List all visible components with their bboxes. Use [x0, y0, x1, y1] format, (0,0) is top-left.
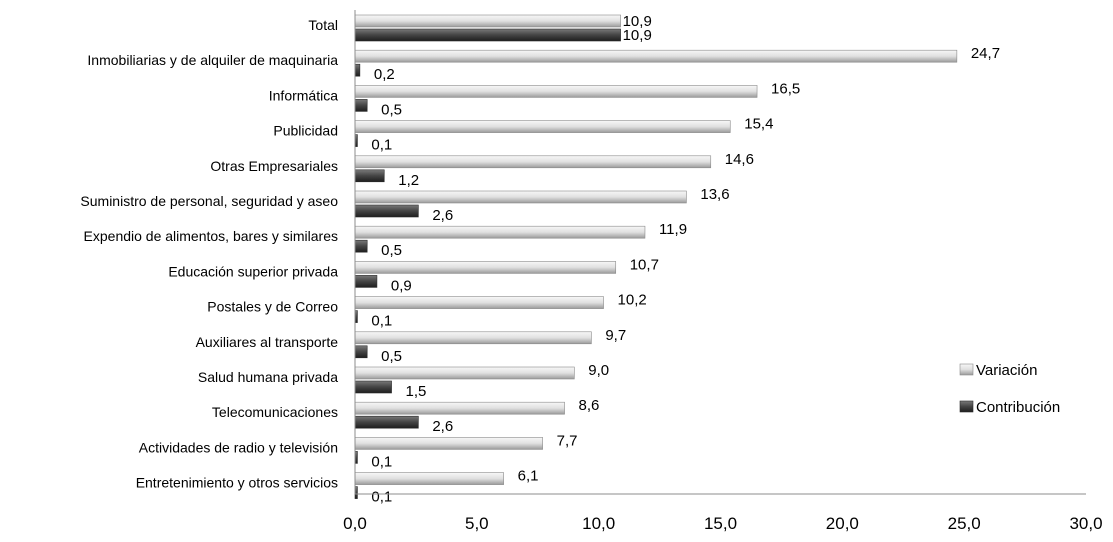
legend: Variación Contribución	[959, 362, 1060, 416]
x-tick-label-0: 0,0	[343, 514, 367, 533]
data-label-contribucion-2: 0,5	[381, 101, 402, 118]
category-label-3: Publicidad	[273, 123, 338, 139]
bar-contribucion-9	[354, 345, 368, 359]
bar-variacion-8	[354, 296, 604, 309]
bar-variacion-5	[354, 190, 687, 204]
category-label-4: Otras Empresariales	[210, 158, 338, 174]
data-label-contribucion-8: 0,1	[371, 313, 392, 330]
data-label-contribucion-5: 2,6	[432, 207, 453, 224]
bar-contribucion-2	[354, 99, 368, 112]
x-tick-label-3: 15,0	[704, 514, 737, 533]
data-label-contribucion-0: 10,9	[623, 27, 652, 44]
bar-contribucion-1	[354, 63, 361, 77]
data-label-contribucion-10: 1,5	[406, 383, 427, 400]
x-tick-label-5: 25,0	[948, 514, 981, 533]
data-label-variacion-9: 9,7	[605, 327, 626, 344]
bar-variacion-0	[354, 14, 621, 28]
category-label-9: Auxiliares al transporte	[196, 334, 339, 350]
bar-variacion-9	[354, 331, 592, 345]
data-label-variacion-11: 8,6	[579, 397, 600, 414]
category-label-2: Informática	[269, 87, 338, 103]
data-label-variacion-0: 10,9	[623, 13, 652, 30]
data-label-variacion-10: 9,0	[588, 362, 609, 379]
category-label-12: Actividades de radio y televisión	[139, 439, 338, 455]
data-label-contribucion-12: 0,1	[371, 453, 392, 470]
data-label-contribucion-9: 0,5	[381, 348, 402, 365]
bar-contribucion-10	[354, 380, 392, 394]
bar-variacion-1	[354, 49, 958, 63]
category-label-10: Salud humana privada	[198, 369, 338, 385]
x-tick-label-4: 20,0	[826, 514, 859, 533]
category-label-1: Inmobiliarias y de alquiler de maquinari…	[87, 52, 338, 68]
bar-contribucion-6	[354, 239, 368, 253]
category-label-13: Entretenimiento y otros servicios	[136, 475, 338, 491]
bar-contribucion-5	[354, 204, 419, 218]
bar-contribucion-11	[354, 415, 419, 429]
category-label-11: Telecomunicaciones	[212, 404, 338, 420]
data-label-variacion-13: 6,1	[518, 468, 539, 485]
data-label-variacion-6: 11,9	[659, 221, 687, 238]
data-label-contribucion-7: 0,9	[391, 277, 412, 294]
x-tick-label-2: 10,0	[582, 514, 615, 533]
data-label-variacion-3: 15,4	[744, 116, 773, 133]
category-label-0: Total	[308, 17, 338, 33]
data-label-contribucion-11: 2,6	[432, 418, 453, 435]
bar-variacion-13	[354, 472, 504, 485]
x-tick-label-1: 5,0	[465, 514, 489, 533]
legend-label-contribucion: Contribución	[976, 399, 1060, 416]
data-label-contribucion-6: 0,5	[381, 242, 402, 259]
bar-contribucion-0	[354, 28, 621, 42]
category-label-5: Suministro de personal, seguridad y aseo	[80, 193, 338, 209]
data-label-contribucion-3: 0,1	[371, 137, 392, 154]
data-label-contribucion-1: 0,2	[374, 66, 395, 83]
x-tick-label-6: 30,0	[1069, 514, 1102, 533]
legend-swatch-contribucion	[959, 400, 974, 413]
data-label-variacion-7: 10,7	[630, 256, 659, 273]
bar-variacion-6	[354, 225, 646, 239]
data-label-variacion-8: 10,2	[618, 292, 647, 309]
category-label-8: Postales y de Correo	[207, 299, 338, 315]
bar-contribucion-7	[354, 275, 378, 288]
legend-swatch-variacion	[959, 363, 974, 376]
plot-area: 10,910,9 Total 24,7 0,2 Inmobiliarias y de a…	[80, 10, 1103, 533]
bar-variacion-4	[354, 155, 712, 169]
data-label-variacion-5: 13,6	[700, 186, 729, 203]
legend-label-variacion: Variación	[976, 362, 1037, 379]
bar-variacion-3	[354, 120, 731, 133]
category-label-7: Educación superior privada	[168, 263, 338, 279]
bar-variacion-7	[354, 261, 617, 274]
bar-variacion-10	[354, 366, 575, 380]
category-label-6: Expendio de alimentos, bares y similares	[84, 228, 338, 244]
data-label-variacion-2: 16,5	[771, 80, 800, 97]
data-label-contribucion-4: 1,2	[398, 172, 419, 189]
bar-variacion-11	[354, 401, 565, 415]
bar-variacion-12	[354, 437, 543, 450]
bar-variacion-2	[354, 85, 758, 98]
data-label-variacion-4: 14,6	[725, 151, 754, 168]
data-label-contribucion-13: 0,1	[371, 489, 392, 506]
data-label-variacion-12: 7,7	[557, 432, 578, 449]
bar-contribucion-4	[354, 169, 385, 183]
data-label-variacion-1: 24,7	[971, 45, 1000, 62]
